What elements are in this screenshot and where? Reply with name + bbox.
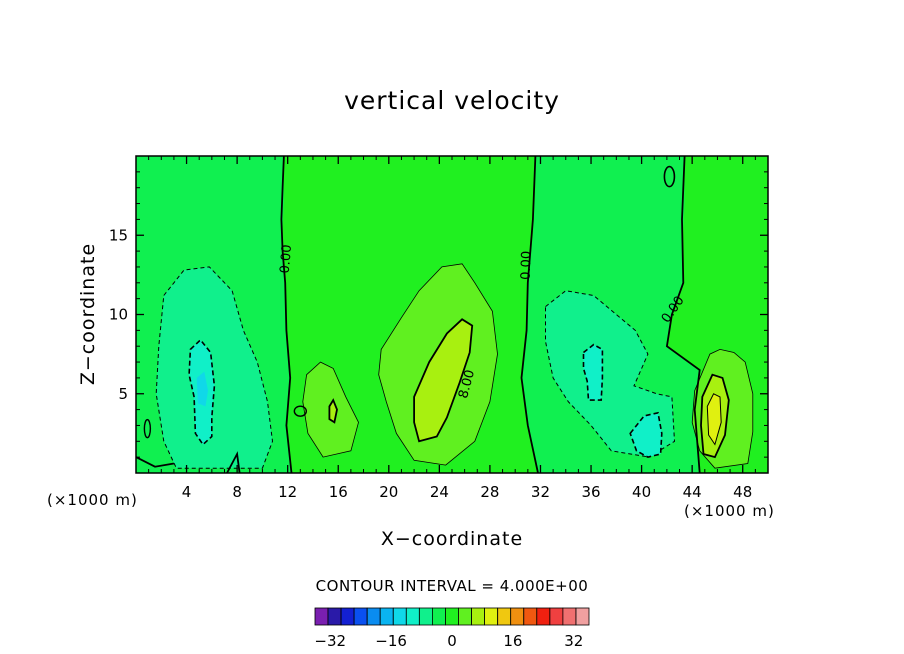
y-tick-label: 15: [109, 226, 128, 244]
zero-contour-4: [226, 451, 241, 474]
colorbar-cell: [536, 607, 551, 626]
colorbar: −32 −16 0 16 32: [314, 607, 590, 650]
negative-8-region-2: [629, 411, 663, 458]
x-tick-label: 32: [531, 483, 550, 501]
positive-8-region-0: [413, 318, 474, 443]
zero-contour-3: [135, 456, 175, 468]
colorbar-tick-label: 0: [447, 632, 457, 650]
colorbar-cell: [445, 607, 459, 626]
colorbar-cell: [575, 607, 590, 626]
x-tick-label: 48: [733, 483, 752, 501]
x-tick-label: 28: [480, 483, 499, 501]
y-axis-ticks: 5 10 15: [109, 171, 768, 458]
zero-contour-1: [520, 155, 539, 474]
chart-title: vertical velocity: [344, 86, 560, 115]
colorbar-cell: [510, 607, 525, 626]
contour-field: [136, 156, 768, 473]
small-contour-left: [143, 418, 152, 439]
x-axis-ticks: 4 8 12 16 20 24 28 32 36 40 44 48: [148, 156, 756, 501]
colorbar-cell: [418, 607, 433, 626]
x-tick-label: 12: [278, 483, 297, 501]
colorbar-cell: [392, 607, 407, 626]
positive-8-region-2: [328, 398, 338, 424]
x-tick-label: 36: [581, 483, 600, 501]
y-tick-label: 5: [118, 385, 128, 403]
colorbar-tick-label: 32: [564, 632, 583, 650]
x-tick-label: 44: [683, 483, 702, 501]
contour-lines: [135, 155, 701, 474]
x-axis-unit: (×1000 m): [684, 502, 775, 520]
contour-interval-text: CONTOUR INTERVAL = 4.000E+00: [315, 577, 589, 595]
colorbar-cell: [458, 607, 472, 626]
small-contour-top: [663, 165, 676, 188]
colorbar-cell: [327, 607, 342, 626]
colorbar-cell: [523, 607, 538, 626]
colorbar-tick-label: −32: [314, 632, 346, 650]
negative-4-region-0: [155, 266, 274, 469]
colorbar-cell: [314, 607, 329, 626]
colorbar-cell: [379, 607, 394, 626]
colorbar-cell: [340, 607, 355, 626]
x-tick-label: 24: [430, 483, 449, 501]
negative-4-region-1: [545, 290, 676, 458]
colorbar-cell: [431, 607, 446, 626]
x-tick-label: 4: [182, 483, 192, 501]
y-tick-label: 10: [109, 306, 128, 324]
negative-12-core: [196, 371, 208, 407]
contour-label-3: 8.00: [456, 368, 478, 400]
x-tick-label: 16: [329, 483, 348, 501]
x-tick-label: 40: [632, 483, 651, 501]
x-tick-label: 20: [379, 483, 398, 501]
x-axis-label: X−coordinate: [380, 528, 524, 550]
zero-contour-0: [280, 155, 293, 474]
colorbar-tick-label: −16: [375, 632, 407, 650]
zero-contour-2: [665, 155, 701, 474]
colorbar-cell: [562, 607, 577, 626]
colorbar-cell: [471, 607, 486, 626]
colorbar-cell: [484, 607, 499, 626]
colorbar-cell: [405, 607, 420, 626]
positive-12-core: [706, 393, 722, 446]
colorbar-cell: [366, 607, 381, 626]
small-contour-mid: [293, 405, 308, 417]
negative-8-region-1: [582, 343, 604, 401]
y-axis-unit: (×1000 m): [47, 491, 138, 509]
colorbar-cell: [353, 607, 368, 626]
x-tick-label: 8: [232, 483, 242, 501]
colorbar-cell: [497, 607, 512, 626]
colorbar-cell: [549, 607, 564, 626]
colorbar-tick-label: 16: [503, 632, 522, 650]
contour-label-1: 0.00: [519, 251, 535, 280]
contour-label-0: 0.00: [278, 244, 295, 274]
